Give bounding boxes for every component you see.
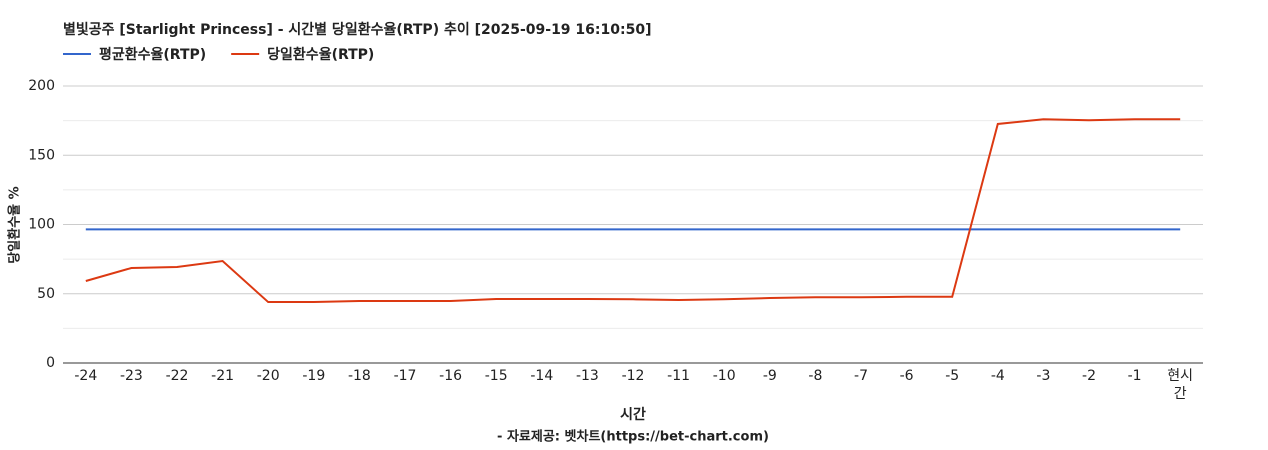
x-tick-label: -12 — [621, 368, 645, 384]
y-tick-label: 150 — [28, 147, 55, 163]
x-tick-label: -10 — [712, 368, 736, 384]
x-tick-label: -16 — [439, 368, 463, 384]
x-tick-label: -1 — [1127, 368, 1142, 384]
x-tick-label: -7 — [854, 368, 868, 384]
x-tick-label: -14 — [530, 368, 554, 384]
x-tick-label: -17 — [393, 368, 417, 384]
legend-label: 당일환수율(RTP) — [267, 46, 374, 63]
x-tick-label: -20 — [256, 368, 280, 384]
x-tick-label: -4 — [990, 368, 1005, 384]
x-tick-label: -22 — [165, 368, 189, 384]
chart-title: 별빛공주 [Starlight Princess] - 시간별 당일환수율(RT… — [63, 21, 651, 38]
y-tick-label: 100 — [28, 217, 55, 233]
x-tick-label: -2 — [1082, 368, 1096, 384]
x-tick-label: -21 — [211, 368, 235, 384]
x-tick-label: -8 — [808, 368, 823, 384]
line-series — [85, 118, 1181, 304]
x-tick-label: -6 — [899, 368, 914, 384]
x-tick-label: -19 — [302, 368, 326, 384]
legend-label: 평균환수율(RTP) — [99, 46, 206, 63]
x-tick-label: 현시간 — [1167, 368, 1194, 402]
y-tick-label: 0 — [46, 355, 55, 371]
y-axis-title: 당일환수율 % — [7, 186, 23, 263]
x-tick-label: -9 — [762, 368, 777, 384]
y-tick-label: 200 — [28, 78, 55, 94]
x-tick-label: -15 — [484, 368, 508, 384]
x-tick-label: -24 — [74, 368, 98, 384]
x-axis-title: 시간 — [620, 406, 646, 423]
x-tick-label: -18 — [347, 368, 371, 384]
x-tick-label: -3 — [1036, 368, 1051, 384]
x-tick-label: -23 — [119, 368, 143, 384]
x-tick-label: -13 — [575, 368, 599, 384]
x-tick-label: -11 — [667, 368, 691, 384]
x-tick-label: -5 — [945, 368, 960, 384]
y-tick-label: 50 — [37, 286, 55, 302]
source: - 자료제공: 벳차트(https://bet-chart.com) — [497, 429, 769, 445]
